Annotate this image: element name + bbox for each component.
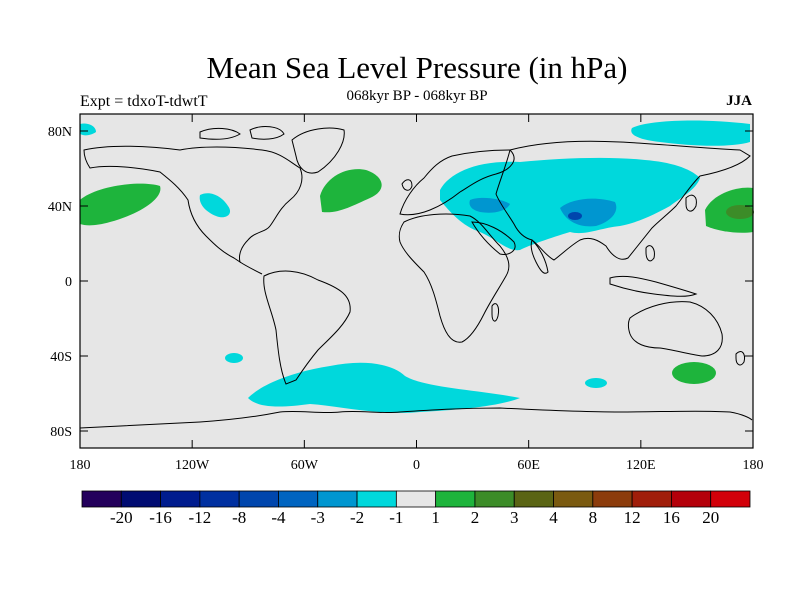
colorbar-label: -16	[149, 508, 172, 527]
contour-na-cyan	[199, 193, 231, 218]
coastline-arctic-islands-2	[249, 126, 285, 140]
colorbar-swatch	[395, 490, 437, 508]
coastline-new-zealand	[735, 351, 745, 366]
contour-south-pacific-green	[672, 362, 716, 384]
colorbar-label: 4	[549, 508, 558, 527]
coastline-south-america	[263, 270, 351, 385]
coastline-philippines	[645, 245, 655, 262]
colorbar-swatch	[592, 490, 633, 508]
lon-tick-label: 120E	[626, 458, 656, 473]
coastline-japan	[685, 194, 697, 212]
experiment-label: Expt = tdxoT-tdwtT	[80, 93, 208, 110]
colorbar-swatch	[631, 490, 672, 508]
colorbar-swatch	[513, 490, 554, 508]
colorbar: -20 -16 -12 -8 -4 -3 -2 -1 1 2 3 4 8 12 16 20	[81, 490, 751, 527]
colorbar-swatch	[238, 490, 279, 508]
coastline-australia	[628, 301, 723, 357]
lat-tick-label: 0	[65, 275, 72, 290]
colorbar-label: -2	[350, 508, 364, 527]
colorbar-label: -20	[110, 508, 133, 527]
longitude-axis: 180 120W 60W 0 60E 120E 180	[70, 114, 764, 473]
lat-tick-label: 80N	[48, 125, 72, 140]
colorbar-swatch	[199, 490, 240, 508]
coastline-antarctica	[79, 407, 753, 429]
lon-tick-label: 120W	[175, 458, 210, 473]
coastline-central-america	[239, 261, 263, 275]
colorbar-label: 12	[624, 508, 641, 527]
latitude-axis: 80N 40N 0 40S 80S	[48, 125, 753, 440]
colorbar-swatch	[474, 490, 515, 508]
coastline-indonesia	[609, 275, 698, 297]
map-title: Mean Sea Level Pressure (in hPa)	[206, 50, 628, 85]
coastline-madagascar	[491, 303, 499, 322]
colorbar-label: 16	[663, 508, 680, 527]
colorbar-swatch	[435, 490, 476, 508]
colorbar-label: 1	[431, 508, 440, 527]
lat-tick-label: 80S	[50, 425, 72, 440]
coastline-north-america	[83, 145, 303, 264]
lon-tick-label: 180	[743, 458, 764, 473]
season-label: JJA	[726, 93, 752, 109]
coastline-europe	[399, 149, 515, 216]
colorbar-swatch	[356, 490, 397, 508]
colorbar-swatch	[278, 490, 319, 508]
colorbar-label: 8	[589, 508, 598, 527]
colorbar-label: -3	[311, 508, 325, 527]
colorbar-label: -8	[232, 508, 246, 527]
colorbar-label: 3	[510, 508, 519, 527]
coastline-british-isles	[401, 179, 413, 191]
pressure-anomaly-contours	[80, 120, 754, 413]
colorbar-swatch	[317, 490, 358, 508]
colorbar-swatch	[81, 490, 122, 508]
lon-tick-label: 0	[413, 458, 420, 473]
coastline-arctic-islands-1	[199, 127, 241, 140]
colorbar-label: 2	[471, 508, 480, 527]
coastlines	[79, 126, 753, 429]
colorbar-swatch	[160, 490, 201, 508]
coastline-greenland	[291, 127, 345, 174]
coastline-arabia	[471, 221, 516, 255]
map-subtitle: 068kyr BP - 068kyr BP	[346, 88, 488, 104]
lon-tick-label: 60W	[291, 458, 319, 473]
colorbar-swatch	[120, 490, 161, 508]
contour-asia-dark-blue	[568, 212, 582, 220]
coastline-africa	[398, 213, 510, 343]
lat-tick-label: 40S	[50, 350, 72, 365]
contour-indian-cyan	[585, 378, 607, 388]
contour-nw-pacific-dark-green	[726, 205, 754, 219]
contour-pacific-cyan	[225, 353, 243, 363]
lon-tick-label: 60E	[517, 458, 540, 473]
colorbar-label: -4	[271, 508, 286, 527]
coastline-india	[530, 239, 549, 274]
colorbar-label: -12	[189, 508, 212, 527]
lon-tick-label: 180	[70, 458, 91, 473]
colorbar-swatch	[671, 490, 712, 508]
colorbar-label: 20	[702, 508, 719, 527]
contour-north-pacific-green	[80, 183, 161, 226]
colorbar-swatch	[553, 490, 594, 508]
coastline-asia	[495, 140, 751, 261]
lat-tick-label: 40N	[48, 200, 72, 215]
colorbar-label: -1	[389, 508, 403, 527]
contour-southern-ocean-cyan	[248, 362, 520, 413]
contour-north-atlantic-green	[320, 169, 382, 213]
contour-west-arctic-cyan	[80, 123, 96, 136]
colorbar-swatch	[710, 490, 751, 508]
contour-arctic-cyan	[631, 120, 750, 146]
